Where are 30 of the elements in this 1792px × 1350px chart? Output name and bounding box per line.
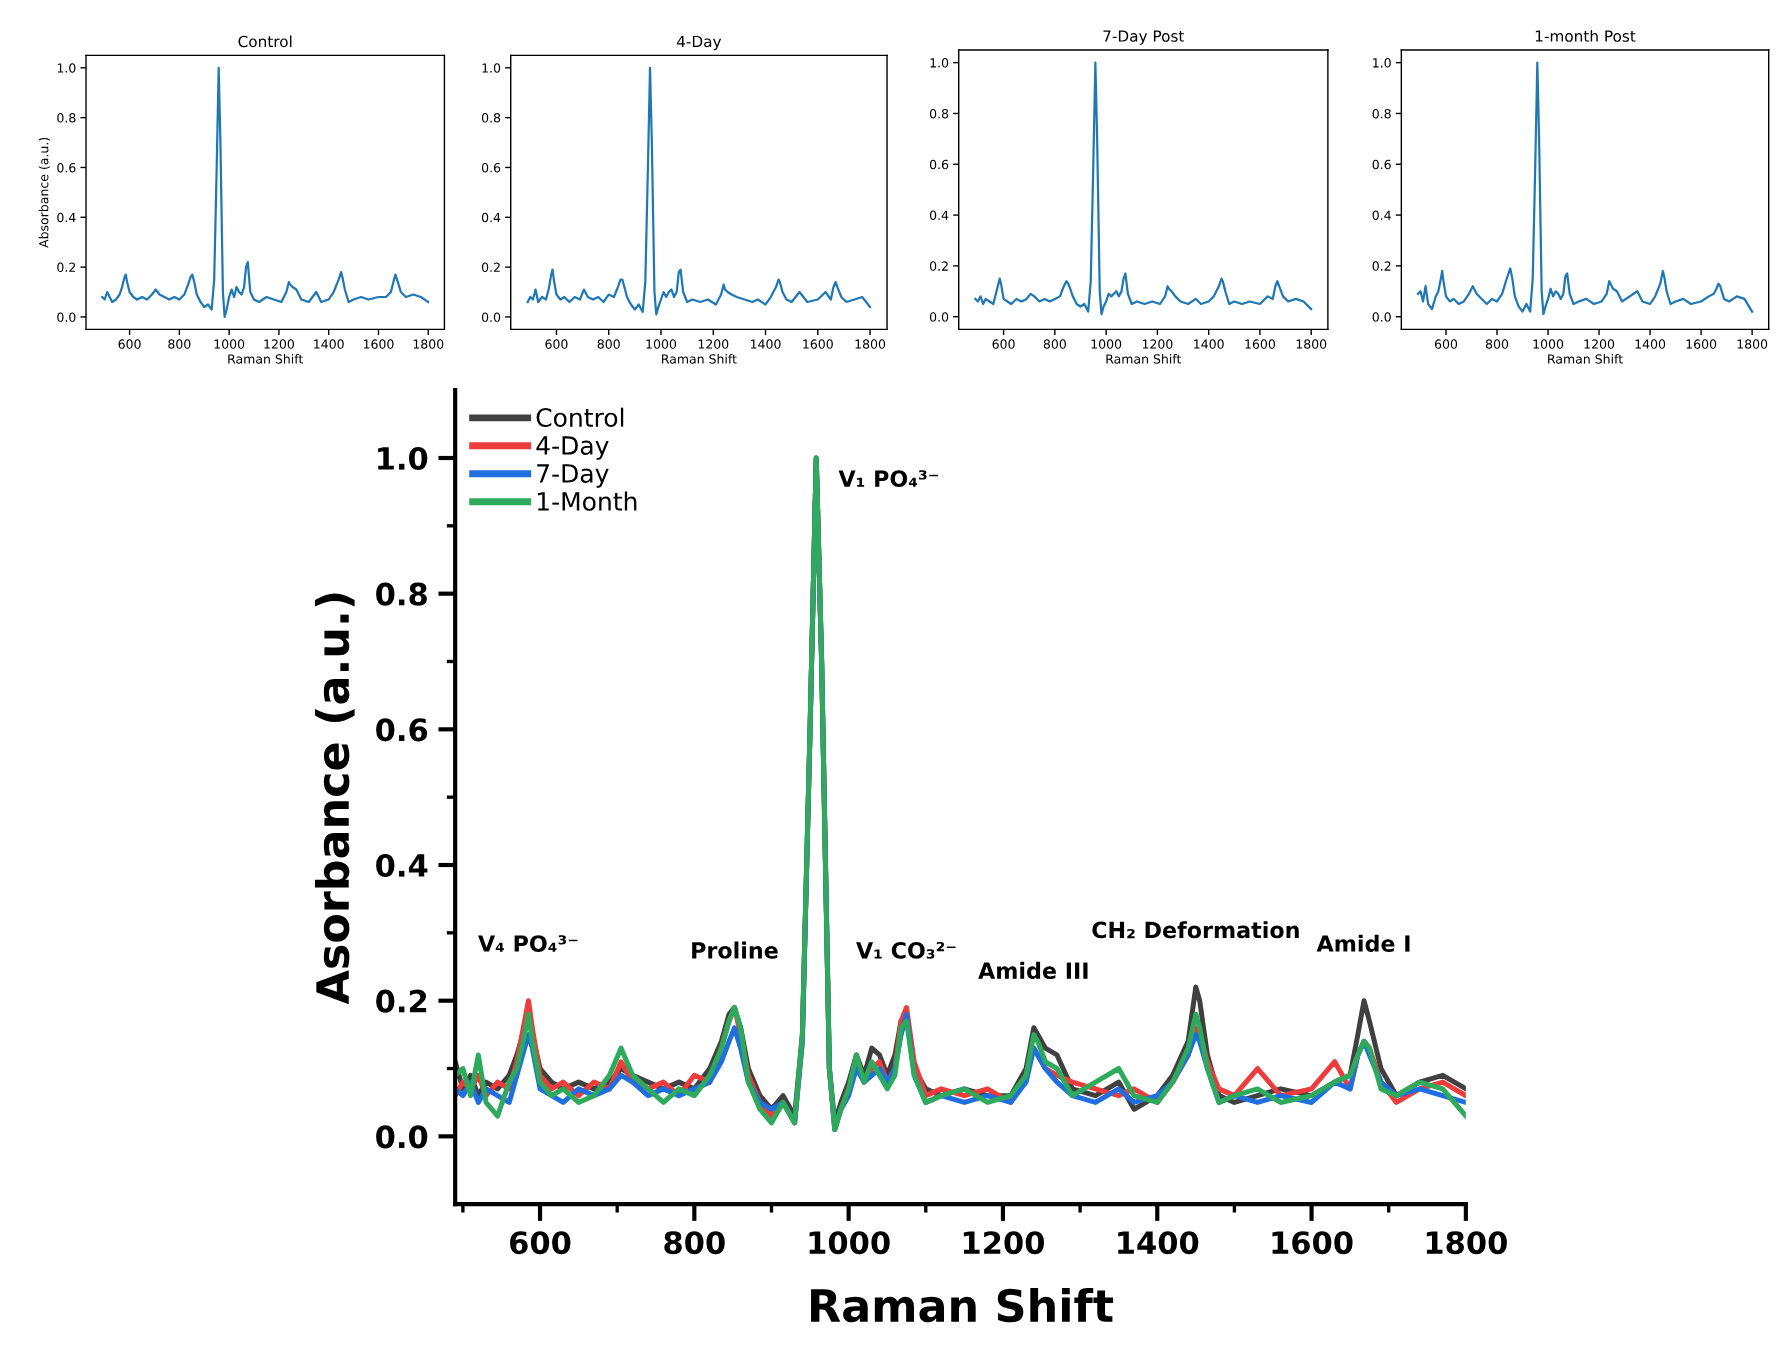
annotation: V₄ PO₄³⁻ [478, 935, 578, 952]
y-tick-label: 0.4 [376, 853, 428, 878]
line-series [974, 61, 1313, 316]
legend-label: 4-Day [536, 436, 609, 460]
y-tick-label: 0.0 [376, 1125, 428, 1149]
annotation: Proline [692, 941, 778, 959]
x-tick-label: 1400 [1118, 1231, 1199, 1255]
x-tick-label: 800 [664, 1231, 725, 1255]
legend-label: 1-Month [537, 491, 637, 511]
line-series [1416, 61, 1754, 316]
annotation: V₁ PO₄³⁻ [838, 470, 939, 488]
annotation: V₁ CO₃²⁻ [856, 941, 956, 959]
x-axis-title: Raman Shift [811, 1287, 1114, 1323]
y-tick-label: 0.8 [376, 582, 427, 606]
x-tick-label: 1600 [1272, 1231, 1353, 1255]
x-tick-label: 1000 [809, 1231, 890, 1255]
annotation: CH₂ Deformation [1092, 921, 1299, 939]
y-tick-label: 1.0 [378, 446, 428, 471]
x-tick-label: 600 [510, 1231, 571, 1255]
line-series [526, 66, 872, 316]
x-tick-label: 1200 [963, 1231, 1045, 1255]
legend-label: Control [536, 407, 624, 427]
y-tick-label: 0.6 [376, 718, 428, 742]
annotation: Amide III [978, 961, 1088, 980]
y-tick-label: 0.2 [376, 989, 427, 1013]
legend-label: 7-Day [537, 464, 609, 488]
line-series [101, 66, 430, 319]
annotation: Amide I [1316, 934, 1410, 952]
y-axis-title: Asorbance (a.u.) [314, 593, 355, 1005]
x-tick-label: 1800 [1426, 1231, 1507, 1255]
